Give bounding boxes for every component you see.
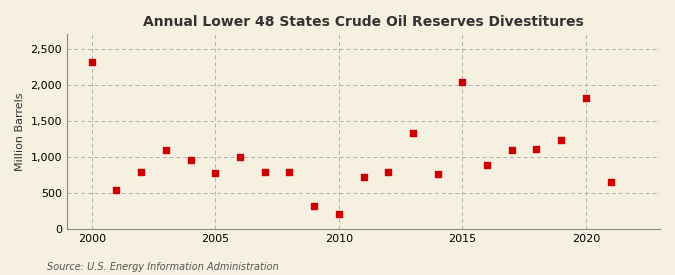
Point	[383, 170, 394, 174]
Point	[506, 148, 517, 152]
Point	[161, 148, 171, 152]
Point	[531, 147, 542, 151]
Point	[259, 170, 270, 174]
Point	[580, 95, 591, 100]
Point	[556, 138, 566, 142]
Text: Source: U.S. Energy Information Administration: Source: U.S. Energy Information Administ…	[47, 262, 279, 271]
Point	[111, 188, 122, 193]
Point	[308, 204, 319, 208]
Point	[284, 170, 295, 174]
Y-axis label: Million Barrels: Million Barrels	[15, 92, 25, 171]
Point	[482, 163, 493, 167]
Point	[358, 175, 369, 179]
Point	[408, 131, 418, 135]
Point	[86, 59, 97, 64]
Point	[457, 80, 468, 84]
Point	[235, 155, 246, 160]
Point	[333, 212, 344, 216]
Title: Annual Lower 48 States Crude Oil Reserves Divestitures: Annual Lower 48 States Crude Oil Reserve…	[143, 15, 584, 29]
Point	[185, 158, 196, 163]
Point	[432, 172, 443, 176]
Point	[210, 170, 221, 175]
Point	[136, 170, 146, 174]
Point	[605, 180, 616, 184]
